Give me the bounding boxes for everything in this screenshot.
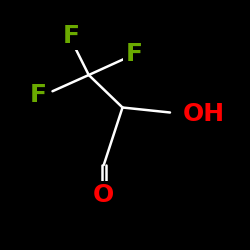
Text: F: F: [63, 24, 80, 48]
Text: F: F: [125, 42, 142, 66]
Text: OH: OH: [182, 102, 224, 126]
Text: F: F: [30, 83, 47, 107]
Text: O: O: [93, 183, 114, 207]
